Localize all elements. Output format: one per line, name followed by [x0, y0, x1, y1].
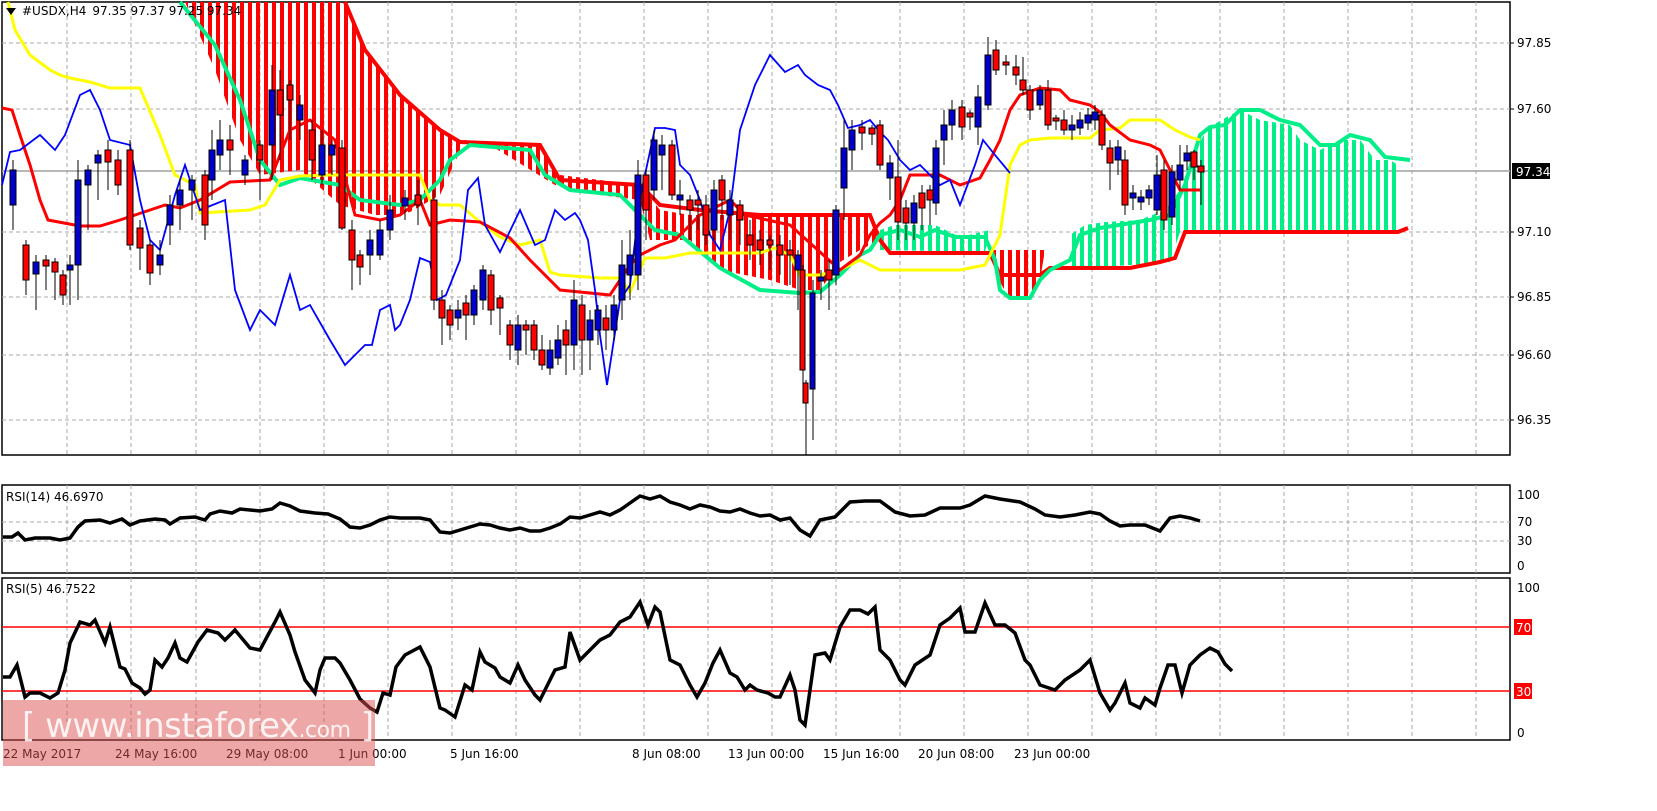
- rsi14-axis-0: 0: [1517, 559, 1525, 573]
- watermark-bracket-close: ]: [360, 706, 374, 746]
- watermark-bracket-open: [: [22, 706, 35, 746]
- watermark-domain: www.instaforex: [45, 706, 299, 746]
- candlesticks: [9, 37, 1205, 455]
- dropdown-triangle-icon[interactable]: [6, 7, 16, 15]
- time-label-7: 15 Jun 16:00: [823, 747, 899, 761]
- rsi14-label: RSI(14) 46.6970: [6, 490, 104, 504]
- price-axis: 97.85 97.60 97.10 96.85 96.60 96.35 97.3…: [1510, 36, 1551, 427]
- rsi5-level-70-label: 70: [1516, 621, 1531, 635]
- ohlc-values: 97.35 97.37 97.25 97.34: [92, 4, 242, 18]
- watermark-suffix: .com: [298, 718, 351, 743]
- rsi5-level-30-badge: [1514, 683, 1532, 699]
- rsi5-axis-0: 0: [1517, 726, 1525, 740]
- kijun-sen-line: [6, 1, 1201, 296]
- time-label-9: 23 Jun 00:00: [1014, 747, 1090, 761]
- price-tick-0: 97.85: [1517, 36, 1551, 50]
- symbol-label: #USDX,H4: [22, 4, 87, 18]
- rsi14-axis-100: 100: [1517, 488, 1540, 502]
- price-tick-2: 97.10: [1517, 225, 1551, 239]
- rsi5-level-30-label: 30: [1516, 685, 1531, 699]
- chikou-span-line: [1, 53, 1011, 386]
- time-label-6: 13 Jun 00:00: [728, 747, 804, 761]
- senkou-span-a-line: [178, 0, 1411, 300]
- rsi14-axis-70: 70: [1517, 515, 1532, 529]
- price-tick-4: 96.60: [1517, 348, 1551, 362]
- watermark-banner: [3, 700, 375, 766]
- watermark-text: [ www.instaforex.com ]: [22, 706, 374, 746]
- price-tick-3: 96.85: [1517, 290, 1551, 304]
- time-label-4: 5 Jun 16:00: [450, 747, 519, 761]
- rsi5-axis-100: 100: [1517, 581, 1540, 595]
- time-label-5: 8 Jun 08:00: [632, 747, 701, 761]
- rsi14-line: [3, 494, 1201, 542]
- chart-header: #USDX,H4 97.35 97.37 97.25 97.34: [6, 4, 241, 18]
- rsi5-label: RSI(5) 46.7522: [6, 582, 96, 596]
- rsi14-axis-30: 30: [1517, 534, 1532, 548]
- rsi5-level-70-badge: [1514, 619, 1532, 635]
- current-price-badge: [1512, 163, 1550, 179]
- price-tick-5: 96.35: [1517, 413, 1551, 427]
- current-price-label: 97.34: [1516, 165, 1550, 179]
- price-tick-1: 97.60: [1517, 102, 1551, 116]
- rsi5-line: [3, 598, 1234, 729]
- rsi14-pane[interactable]: 100 70 30 0: [1, 484, 1540, 574]
- main-price-pane[interactable]: [1, 0, 1511, 456]
- time-label-8: 20 Jun 08:00: [918, 747, 994, 761]
